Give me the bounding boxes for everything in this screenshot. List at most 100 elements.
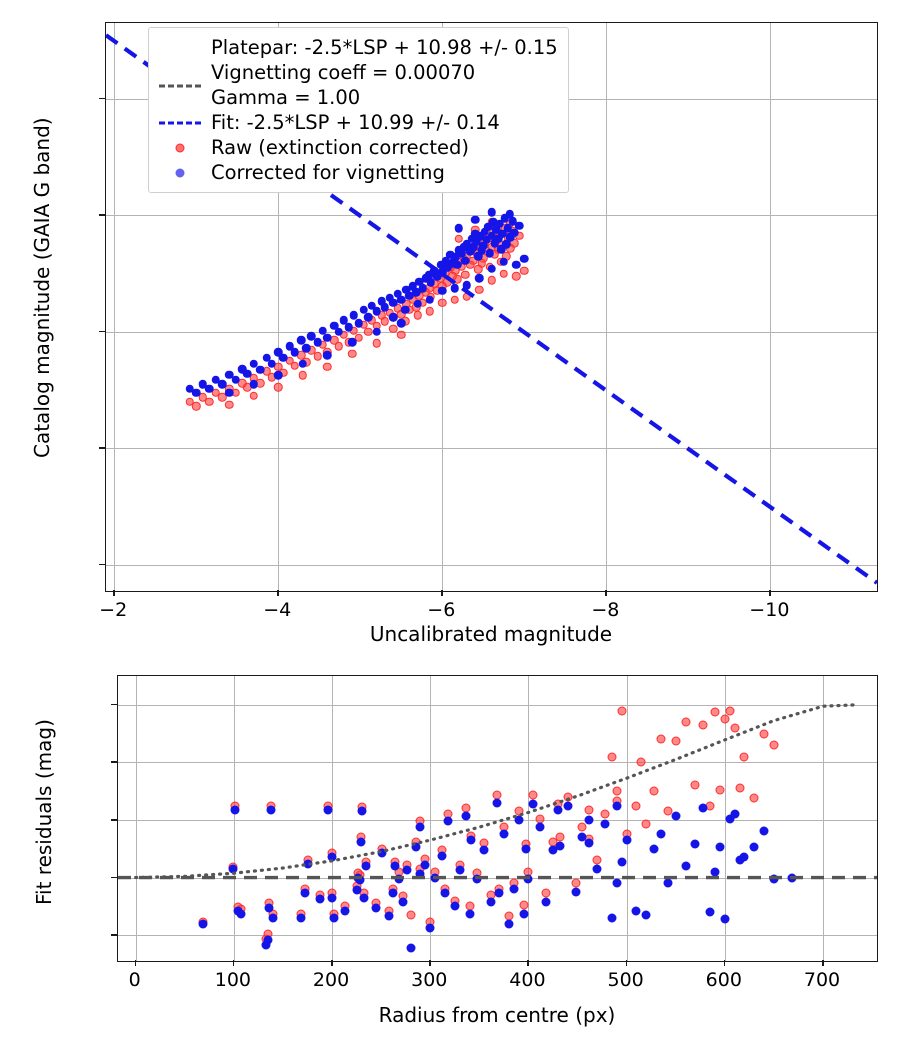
data-point (523, 874, 533, 884)
data-point (298, 371, 308, 380)
data-point (499, 257, 509, 267)
legend-label-raw: Raw (extinction corrected) (211, 136, 469, 159)
data-point (600, 819, 610, 829)
data-point (266, 805, 276, 815)
x-tick-label: 0 (128, 969, 141, 991)
data-point (367, 301, 376, 310)
data-point (485, 248, 495, 258)
gridline-vertical (135, 676, 137, 961)
y-tick-mark (111, 876, 117, 879)
data-point (584, 805, 594, 815)
gridline-vertical (528, 676, 530, 961)
legend-box[interactable]: Platepar: -2.5*LSP + 10.98 +/- 0.15 Vign… (148, 27, 569, 193)
data-point (759, 826, 769, 836)
data-point (730, 809, 740, 819)
x-tick-label: 300 (411, 969, 448, 991)
y-tick-mark (111, 818, 117, 821)
data-point (401, 285, 411, 295)
data-point (462, 292, 472, 302)
data-point (656, 734, 666, 744)
data-point (571, 887, 581, 897)
data-point (541, 897, 551, 907)
data-point (415, 869, 425, 879)
data-point (739, 752, 749, 762)
y-tick-mark (111, 934, 117, 936)
data-point (377, 297, 386, 306)
data-point (465, 909, 475, 918)
fit-residuals-axes[interactable] (117, 675, 878, 962)
legend-label-platepar: Platepar: -2.5*LSP + 10.98 +/- 0.15 (211, 36, 558, 59)
data-point (681, 861, 691, 871)
data-point (390, 861, 400, 871)
x-tick-mark (723, 960, 726, 966)
data-point (273, 371, 283, 380)
data-point (730, 723, 740, 733)
data-point (450, 283, 459, 293)
data-point (397, 330, 406, 339)
data-point (230, 805, 240, 815)
y-axis-title-bottom: Fit residuals (mag) (32, 719, 56, 905)
data-point (394, 874, 404, 884)
data-point (769, 740, 779, 750)
data-point (406, 910, 416, 920)
data-point (671, 811, 681, 821)
data-point (715, 785, 725, 795)
blue-dot-icon (175, 168, 185, 177)
data-point (511, 272, 521, 281)
data-point (420, 860, 430, 870)
data-point (487, 208, 496, 217)
legend-key-blue-dashed (157, 114, 203, 132)
data-point (298, 359, 308, 369)
x-tick-mark (232, 960, 235, 966)
data-point (499, 269, 509, 278)
data-point (541, 888, 551, 898)
data-point (327, 852, 337, 862)
data-point (296, 336, 306, 345)
gridline-horizontal (118, 819, 877, 821)
x-tick-label: 200 (312, 969, 350, 991)
data-point (303, 859, 313, 869)
data-point (710, 707, 720, 717)
data-point (339, 315, 349, 325)
data-point (698, 803, 708, 813)
data-point (353, 873, 363, 882)
x-tick-label: 700 (803, 969, 841, 991)
x-tick-mark (821, 960, 824, 966)
x-tick-mark (134, 960, 137, 966)
data-point (492, 798, 502, 808)
data-point (641, 910, 651, 920)
x-tick-mark (441, 590, 443, 596)
data-point (450, 295, 459, 304)
data-point (553, 805, 563, 815)
data-point (505, 209, 514, 219)
data-point (385, 293, 395, 303)
data-point (472, 874, 482, 884)
data-point (521, 844, 531, 854)
legend-key-blue-dot (157, 164, 203, 182)
data-point (377, 848, 387, 858)
data-point (364, 312, 373, 322)
legend-label-gamma: Gamma = 1.00 (211, 86, 361, 109)
data-point (474, 285, 484, 295)
data-point (430, 873, 440, 882)
data-point (356, 837, 366, 847)
gridline-vertical (606, 23, 608, 591)
data-point (273, 347, 283, 357)
x-tick-mark (331, 960, 333, 966)
data-point (474, 251, 483, 261)
data-point (438, 286, 447, 296)
data-point (438, 298, 447, 307)
data-point (735, 783, 745, 793)
gray-dashed-line-icon (159, 84, 201, 87)
blue-dashed-line-icon (159, 121, 201, 124)
x-tick-label: −6 (427, 599, 456, 621)
data-point (359, 893, 369, 903)
data-point (296, 913, 306, 923)
data-point (264, 903, 274, 913)
x-tick-label: 100 (214, 969, 251, 991)
data-point (454, 234, 463, 243)
data-point (612, 801, 622, 811)
data-point (509, 884, 519, 894)
data-point (715, 842, 725, 852)
data-point (354, 318, 363, 328)
